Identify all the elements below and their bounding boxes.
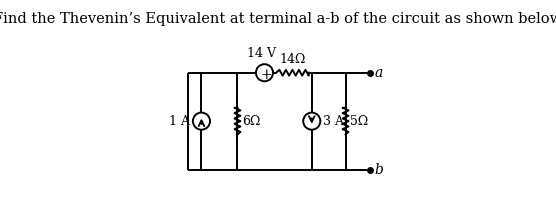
Text: 14Ω: 14Ω	[279, 53, 306, 67]
Text: 5Ω: 5Ω	[350, 115, 369, 128]
Text: 3 A: 3 A	[323, 115, 344, 128]
Text: Find the Thevenin’s Equivalent at terminal a-b of the circuit as shown below: Find the Thevenin’s Equivalent at termin…	[0, 12, 556, 26]
Text: 14 V: 14 V	[247, 47, 276, 60]
Text: a: a	[374, 66, 383, 80]
Text: 6Ω: 6Ω	[242, 115, 261, 128]
Text: b: b	[374, 163, 383, 176]
Text: +: +	[260, 68, 272, 82]
Text: 1 A: 1 A	[168, 115, 190, 128]
